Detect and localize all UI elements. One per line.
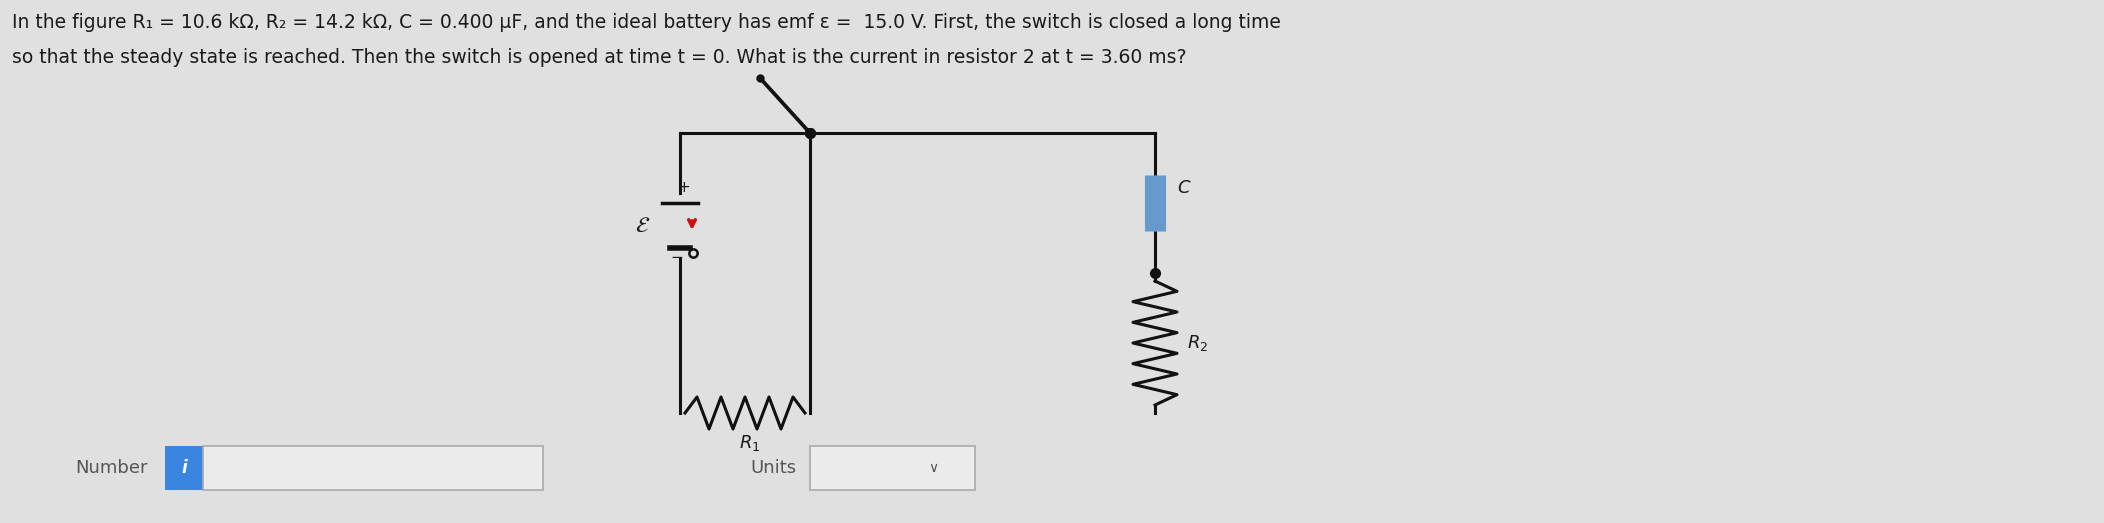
Text: ∨: ∨ — [928, 461, 938, 475]
Text: Units: Units — [749, 459, 795, 477]
Text: $R_1$: $R_1$ — [739, 433, 762, 453]
Text: C: C — [1176, 179, 1189, 197]
Text: In the figure R₁ = 10.6 kΩ, R₂ = 14.2 kΩ, C = 0.400 μF, and the ideal battery ha: In the figure R₁ = 10.6 kΩ, R₂ = 14.2 kΩ… — [13, 13, 1281, 32]
Text: $R_2$: $R_2$ — [1187, 333, 1208, 353]
Text: Number: Number — [76, 459, 147, 477]
Text: so that the steady state is reached. Then the switch is opened at time t = 0. Wh: so that the steady state is reached. The… — [13, 48, 1187, 67]
Text: $\mathcal{E}$: $\mathcal{E}$ — [635, 215, 650, 235]
Text: +: + — [677, 180, 690, 195]
Text: i: i — [181, 459, 187, 477]
FancyBboxPatch shape — [202, 446, 543, 490]
FancyBboxPatch shape — [810, 446, 974, 490]
Text: −: − — [671, 250, 684, 265]
FancyBboxPatch shape — [164, 446, 202, 490]
